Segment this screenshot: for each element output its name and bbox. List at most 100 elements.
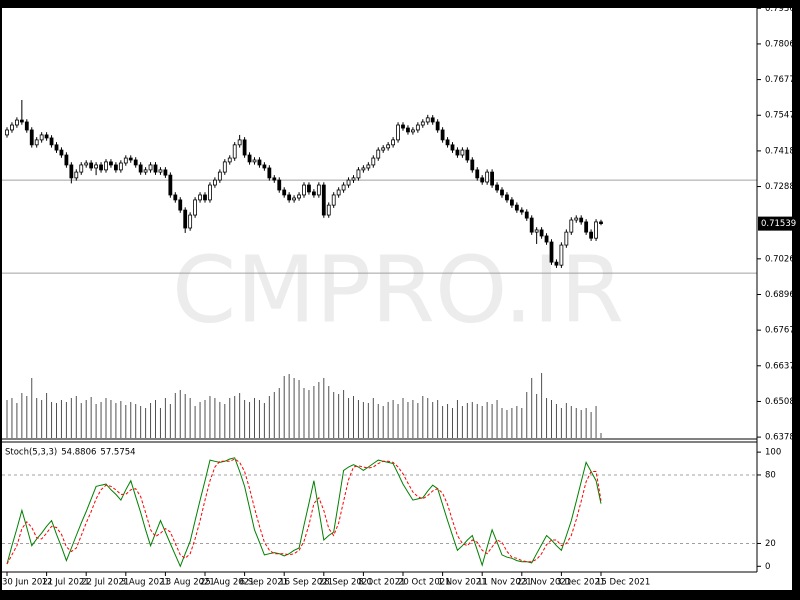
candle-body bbox=[158, 169, 163, 173]
y-tick-label: 0.66375 bbox=[765, 361, 800, 371]
x-tick-label: 25 Aug 2021 bbox=[200, 578, 254, 588]
candle-body bbox=[183, 209, 188, 229]
candle-body bbox=[208, 184, 212, 201]
candle-body bbox=[450, 144, 455, 151]
price-panel bbox=[2, 99, 757, 438]
candle-body bbox=[287, 194, 292, 201]
candle-body bbox=[217, 171, 222, 181]
candle-body bbox=[24, 121, 29, 131]
candle-body bbox=[391, 139, 396, 146]
background bbox=[2, 8, 792, 590]
x-tick-label: 3 Aug 2021 bbox=[121, 578, 170, 588]
y-tick-label: 20 bbox=[765, 539, 776, 549]
candle-body bbox=[89, 162, 94, 169]
y-tick-label: 100 bbox=[765, 448, 781, 458]
price-box bbox=[758, 216, 793, 231]
x-tick-label: 22 Jul 2021 bbox=[81, 578, 129, 588]
candle-body bbox=[519, 209, 524, 213]
candle-body bbox=[118, 162, 123, 171]
candle-body bbox=[19, 119, 24, 123]
candle-body bbox=[173, 194, 178, 201]
candle-body bbox=[569, 219, 574, 233]
x-tick-label: 1 Nov 2021 bbox=[438, 578, 487, 588]
x-tick-label: 20 Oct 2021 bbox=[398, 578, 451, 588]
candle-body bbox=[485, 171, 490, 183]
candle-body bbox=[331, 194, 336, 206]
candle-body bbox=[123, 157, 128, 164]
candle-body bbox=[59, 149, 64, 156]
candle-body bbox=[455, 149, 460, 156]
candle-body bbox=[321, 184, 326, 216]
candle-body bbox=[534, 229, 539, 233]
candle-body bbox=[381, 147, 386, 151]
candle-body bbox=[292, 197, 297, 201]
candle-body bbox=[138, 164, 143, 173]
candle-body bbox=[163, 169, 168, 176]
candle-body bbox=[420, 121, 425, 126]
candle-body bbox=[148, 164, 153, 171]
candle-body bbox=[599, 221, 603, 225]
candle-body bbox=[14, 119, 19, 126]
stoch-panel bbox=[2, 457, 757, 568]
candle-body bbox=[500, 189, 504, 196]
candle-body bbox=[44, 134, 49, 139]
x-tick-label: 28 Sep 2021 bbox=[319, 578, 373, 588]
candle-body bbox=[579, 217, 584, 223]
y-tick-label: 0.63785 bbox=[765, 433, 800, 443]
candle-body bbox=[326, 204, 331, 216]
y-tick-label: 0 bbox=[765, 562, 770, 572]
y-tick-label: 0.70260 bbox=[765, 254, 800, 264]
y-tick-label: 0.75475 bbox=[765, 111, 800, 121]
candle-body bbox=[440, 129, 445, 141]
candle-body bbox=[401, 124, 405, 129]
candle-body bbox=[10, 124, 14, 131]
y-tick-label: 0.74180 bbox=[765, 146, 800, 156]
candle-body bbox=[168, 174, 173, 196]
candle-body bbox=[94, 164, 98, 169]
candle-body bbox=[277, 179, 282, 191]
y-tick-label: 80 bbox=[765, 470, 776, 480]
candle-body bbox=[232, 144, 237, 159]
candle-body bbox=[198, 194, 202, 201]
candle-body bbox=[64, 154, 69, 166]
candle-body bbox=[242, 139, 247, 156]
y-tick-label: 0.76770 bbox=[765, 75, 800, 85]
y-tick-label: 0.65080 bbox=[765, 397, 800, 407]
candle-body bbox=[39, 134, 44, 141]
candle-body bbox=[29, 129, 34, 146]
y-tick-label: 0.68965 bbox=[765, 290, 800, 300]
candle-body bbox=[272, 177, 277, 181]
candle-body bbox=[544, 235, 549, 243]
current-price: 0.71539 bbox=[761, 219, 796, 229]
candle-body bbox=[564, 231, 569, 246]
candle-body bbox=[371, 157, 376, 166]
candle-body bbox=[282, 189, 287, 196]
candle-body bbox=[188, 214, 193, 229]
y-tick-label: 0.79360 bbox=[765, 4, 800, 14]
candle-body bbox=[346, 179, 351, 186]
candle-body bbox=[470, 159, 475, 171]
candle-body bbox=[594, 221, 598, 239]
candle-body bbox=[178, 199, 183, 211]
candle-body bbox=[79, 164, 84, 173]
candle-body bbox=[297, 194, 301, 199]
candle-body bbox=[425, 117, 430, 123]
candle-body bbox=[227, 157, 232, 163]
x-tick-label: 11 Nov 2021 bbox=[477, 578, 531, 588]
candle-body bbox=[584, 221, 589, 233]
candle-body bbox=[54, 144, 59, 151]
candle-body bbox=[316, 184, 321, 196]
candle-body bbox=[415, 124, 420, 131]
stoch-line bbox=[6, 457, 602, 568]
candle-body bbox=[153, 164, 158, 173]
candle-body bbox=[465, 149, 470, 161]
candle-body bbox=[480, 177, 485, 183]
x-tick-label: 8 Oct 2021 bbox=[358, 578, 405, 588]
x-tick-label: 6 Sep 2021 bbox=[240, 578, 288, 588]
candle-body bbox=[386, 144, 391, 149]
indicator-value: 57.5754 bbox=[100, 448, 135, 458]
candle-body bbox=[252, 159, 257, 163]
